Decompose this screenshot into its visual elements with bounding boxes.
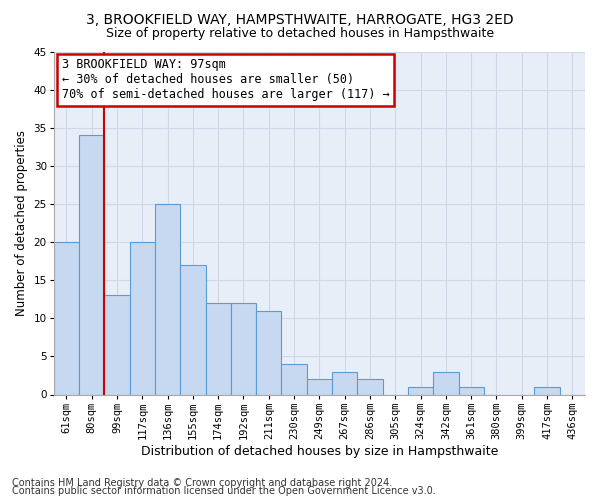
Y-axis label: Number of detached properties: Number of detached properties <box>15 130 28 316</box>
Bar <box>458 387 484 394</box>
Text: Contains public sector information licensed under the Open Government Licence v3: Contains public sector information licen… <box>12 486 436 496</box>
Text: 3 BROOKFIELD WAY: 97sqm
← 30% of detached houses are smaller (50)
70% of semi-de: 3 BROOKFIELD WAY: 97sqm ← 30% of detache… <box>62 58 389 102</box>
Bar <box>104 296 130 394</box>
Bar <box>332 372 358 394</box>
X-axis label: Distribution of detached houses by size in Hampsthwaite: Distribution of detached houses by size … <box>140 444 498 458</box>
Text: 3, BROOKFIELD WAY, HAMPSTHWAITE, HARROGATE, HG3 2ED: 3, BROOKFIELD WAY, HAMPSTHWAITE, HARROGA… <box>86 12 514 26</box>
Bar <box>433 372 458 394</box>
Bar <box>130 242 155 394</box>
Bar <box>231 303 256 394</box>
Bar <box>535 387 560 394</box>
Bar <box>358 380 383 394</box>
Text: Contains HM Land Registry data © Crown copyright and database right 2024.: Contains HM Land Registry data © Crown c… <box>12 478 392 488</box>
Bar <box>54 242 79 394</box>
Bar <box>155 204 180 394</box>
Bar <box>180 265 206 394</box>
Bar <box>408 387 433 394</box>
Bar <box>79 136 104 394</box>
Text: Size of property relative to detached houses in Hampsthwaite: Size of property relative to detached ho… <box>106 28 494 40</box>
Bar <box>307 380 332 394</box>
Bar <box>281 364 307 394</box>
Bar <box>256 310 281 394</box>
Bar <box>206 303 231 394</box>
